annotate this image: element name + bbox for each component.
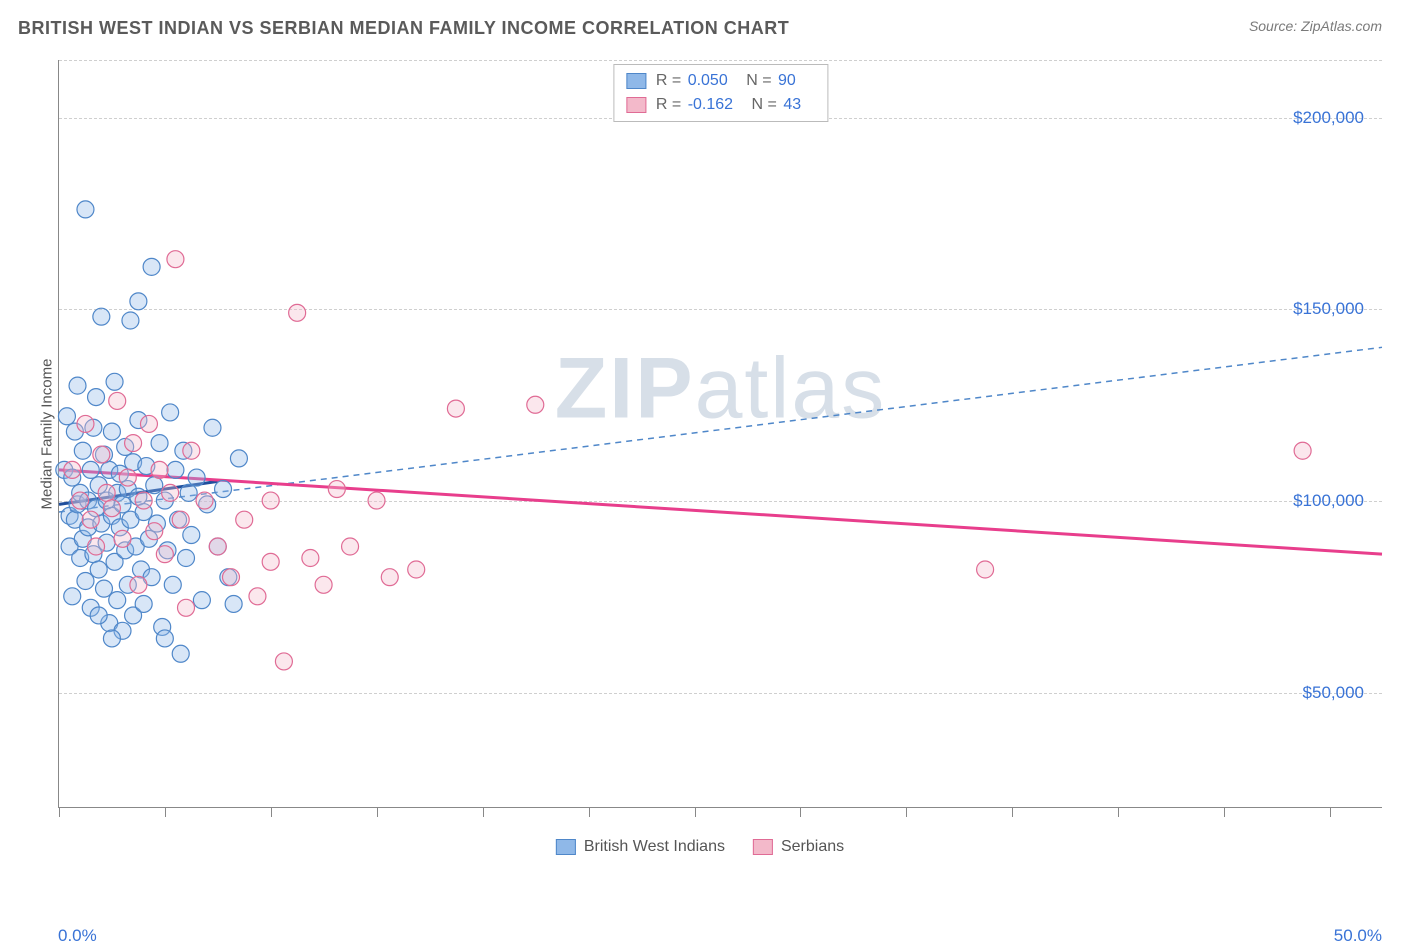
y-axis-title: Median Family Income xyxy=(39,358,56,509)
scatter-points xyxy=(59,60,1382,807)
stats-row-bwi: R = 0.050 N = 90 xyxy=(626,69,815,93)
y-tick-label: $150,000 xyxy=(1293,299,1364,319)
r-label: R = xyxy=(656,96,681,113)
legend-item-bwi: British West Indians xyxy=(556,838,725,856)
n-label: N = xyxy=(752,96,777,113)
r-value-bwi: 0.050 xyxy=(688,72,728,89)
plot-area: ZIPatlas Median Family Income R = 0.050 … xyxy=(58,60,1382,808)
source-attribution: Source: ZipAtlas.com xyxy=(1249,18,1382,34)
x-tick-label: 0.0% xyxy=(58,926,97,946)
r-value-serb: -0.162 xyxy=(688,96,733,113)
legend-label-bwi: British West Indians xyxy=(584,838,725,856)
swatch-bwi-icon xyxy=(556,839,576,855)
n-label: N = xyxy=(746,72,771,89)
swatch-serb-icon xyxy=(626,97,646,113)
swatch-bwi-icon xyxy=(626,73,646,89)
y-tick-label: $200,000 xyxy=(1293,108,1364,128)
stats-legend: R = 0.050 N = 90 R = -0.162 N = 43 xyxy=(613,64,828,122)
r-label: R = xyxy=(656,72,681,89)
legend-label-serb: Serbians xyxy=(781,838,844,856)
n-value-bwi: 90 xyxy=(778,72,796,89)
y-tick-label: $50,000 xyxy=(1303,683,1364,703)
stats-row-serb: R = -0.162 N = 43 xyxy=(626,93,815,117)
chart-container: ZIPatlas Median Family Income R = 0.050 … xyxy=(18,54,1382,868)
series-legend: British West Indians Serbians xyxy=(556,838,844,856)
swatch-serb-icon xyxy=(753,839,773,855)
n-value-serb: 43 xyxy=(783,96,801,113)
legend-item-serb: Serbians xyxy=(753,838,844,856)
chart-title: BRITISH WEST INDIAN VS SERBIAN MEDIAN FA… xyxy=(18,18,789,39)
x-tick-label: 50.0% xyxy=(1334,926,1382,946)
y-tick-label: $100,000 xyxy=(1293,491,1364,511)
